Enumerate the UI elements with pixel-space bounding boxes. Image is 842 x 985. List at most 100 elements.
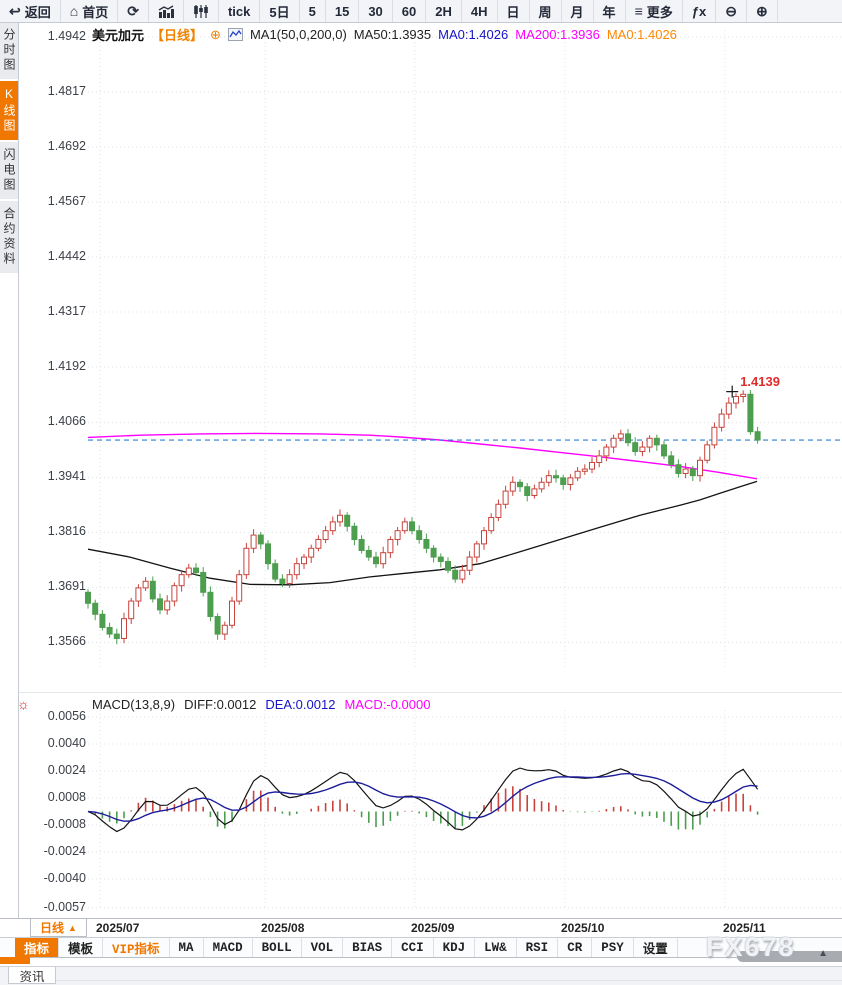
indicator-tab-BIAS[interactable]: BIAS [343, 938, 393, 957]
macd-title: MACD(13,8,9) [92, 697, 176, 712]
macd-tick-label: -0.0008 [43, 817, 86, 831]
ma200-value: MA200:1.3936 [515, 27, 600, 42]
interval-year-button-label: 年 [602, 4, 616, 20]
macd-tick-label: -0.0040 [43, 871, 86, 885]
indicator-tab-CR[interactable]: CR [558, 938, 593, 957]
interval-5-button-label: 5 [308, 3, 316, 19]
indicator-tab-MACD[interactable]: MACD [204, 938, 253, 957]
price-tick-label: 1.4567 [47, 194, 86, 208]
bottom-bar: 资讯 [0, 966, 842, 985]
news-tab[interactable]: 资讯 [8, 967, 56, 984]
macd-tick-label: 0.0056 [47, 709, 86, 723]
add-indicator-icon[interactable]: ⊕ [210, 26, 221, 42]
back-icon: ↩ [9, 3, 21, 19]
indicator-tab-RSI[interactable]: RSI [517, 938, 559, 957]
back-button-label: 返回 [24, 4, 51, 20]
indicator-tab-VOL[interactable]: VOL [302, 938, 344, 957]
price-tick-label: 1.4692 [47, 139, 86, 153]
price-tick-label: 1.4066 [47, 414, 86, 429]
sidebar-item-1[interactable]: K线图 [0, 81, 18, 140]
zoom-out-icon: ⊖ [725, 3, 737, 19]
trend-chart-icon [158, 4, 174, 18]
home-button-label: 首页 [82, 4, 109, 20]
interval-30-button[interactable]: 30 [359, 0, 393, 22]
time-tick-label: 2025/07 [96, 921, 140, 935]
macd-hist-value: MACD:-0.0000 [344, 697, 431, 712]
macd-tick-label: 0.0040 [47, 736, 86, 750]
ma0-blue-value: MA0:1.4026 [438, 27, 509, 42]
indicator-tab-BOLL[interactable]: BOLL [253, 938, 302, 957]
interval-tick-button-label: tick [227, 3, 251, 19]
candlestick-chart-button[interactable] [184, 0, 219, 22]
zoom-in-icon: ⊕ [755, 3, 768, 19]
interval-day-button[interactable]: 日 [498, 0, 530, 22]
interval-60-button[interactable]: 60 [393, 0, 427, 22]
sidebar-item-2[interactable]: 闪电图 [0, 142, 18, 199]
indicator-tab-设置[interactable]: 设置 [634, 938, 678, 957]
interval-15-button[interactable]: 15 [326, 0, 360, 22]
interval-5d-button[interactable]: 5日 [260, 0, 300, 22]
interval-month-button-label: 月 [570, 4, 584, 20]
indicator-tab-MA[interactable]: MA [170, 938, 204, 957]
price-tick-label: 1.4192 [47, 359, 86, 373]
period-selector-arrow-icon: ▲ [68, 922, 77, 933]
indicator-tab-模板[interactable]: 模板 [59, 938, 104, 957]
macd-diff-value: DIFF:0.0012 [184, 697, 257, 712]
time-tick-label: 2025/08 [261, 921, 305, 935]
interval-year-button[interactable]: 年 [594, 0, 626, 22]
indicator-tab-指标[interactable]: 指标 [15, 938, 60, 957]
macd-settings-icon[interactable]: ☼ [17, 696, 30, 712]
interval-4h-button[interactable]: 4H [462, 0, 498, 22]
interval-4h-button-label: 4H [470, 3, 488, 19]
panel-collapse-handle[interactable]: ▲ [737, 948, 842, 962]
symbol-name[interactable]: 美元加元 [92, 28, 145, 43]
interval-month-button[interactable]: 月 [562, 0, 594, 22]
refresh-button[interactable]: ⟳ [118, 0, 149, 22]
indicator-tab-LW&[interactable]: LW& [475, 938, 517, 957]
sidebar-item-0[interactable]: 分时图 [0, 22, 18, 79]
price-tick-label: 1.3941 [47, 469, 86, 484]
panel-separator [18, 692, 842, 693]
price-tick-label: 1.4942 [47, 29, 86, 43]
ma0-orange-value: MA0:1.4026 [606, 27, 677, 42]
time-tick-label: 2025/09 [411, 921, 455, 935]
trend-chart-button[interactable] [149, 0, 184, 22]
interval-week-button[interactable]: 周 [530, 0, 562, 22]
interval-30-button-label: 30 [368, 3, 383, 19]
toolbar: ↩ 返回 ⌂ 首页 ⟳ tick 5日 5 15 30 60 2H 4H 日周月年 ≡ 更多 ƒx ⊖ ⊕ [0, 0, 842, 23]
sidebar-item-3[interactable]: 合约资料 [0, 201, 18, 273]
indicator-tab-VIP指标[interactable]: VIP指标 [103, 938, 170, 957]
indicator-tab-KDJ[interactable]: KDJ [434, 938, 476, 957]
fx678-watermark: FX678 [706, 932, 796, 962]
period-selector[interactable]: 日线 ▲ [30, 919, 87, 937]
more-button-label: 更多 [646, 4, 673, 20]
price-tick-label: 1.3816 [47, 524, 86, 539]
more-button[interactable]: ≡ 更多 [626, 0, 683, 22]
refresh-icon: ⟳ [127, 3, 139, 19]
interval-5-button[interactable]: 5 [300, 0, 326, 22]
fx-indicator-button[interactable]: ƒx [683, 0, 717, 22]
interval-2h-button-label: 2H [435, 3, 452, 19]
indicator-tab-CCI[interactable]: CCI [392, 938, 434, 957]
corner-accent [0, 957, 30, 964]
interval-2h-button[interactable]: 2H [426, 0, 462, 22]
macd-tick-label: -0.0024 [43, 844, 86, 858]
home-icon: ⌂ [69, 3, 79, 19]
time-tick-label: 2025/10 [561, 921, 605, 935]
menu-icon: ≡ [634, 3, 643, 19]
home-button[interactable]: ⌂ 首页 [61, 0, 119, 22]
ma-settings-label: MA1(50,0,200,0) [249, 27, 347, 42]
macd-header: MACD(13,8,9) DIFF:0.0012 DEA:0.0012 MACD… [92, 697, 430, 712]
interval-tick-button[interactable]: tick [219, 0, 261, 22]
time-tick-label: 2025/11 [723, 921, 766, 935]
indicator-tab-bar: 指标 模板 VIP指标 MA MACD BOLL VOL BIAS CCI KDJ LW& RSI CR… [0, 937, 842, 958]
indicator-tab-PSY[interactable]: PSY [592, 938, 634, 957]
back-button[interactable]: ↩ 返回 [0, 0, 61, 22]
bottom-bar-divider [56, 980, 842, 981]
zoom-in-button[interactable]: ⊕ [747, 0, 778, 22]
time-axis-row: 日线 ▲ 2025/07 2025/08 2025/09 2025/10 2025/11 [0, 918, 842, 938]
zoom-out-button[interactable]: ⊖ [716, 0, 747, 22]
interval-week-button-label: 周 [538, 4, 552, 20]
price-tick-label: 1.4817 [47, 84, 86, 98]
